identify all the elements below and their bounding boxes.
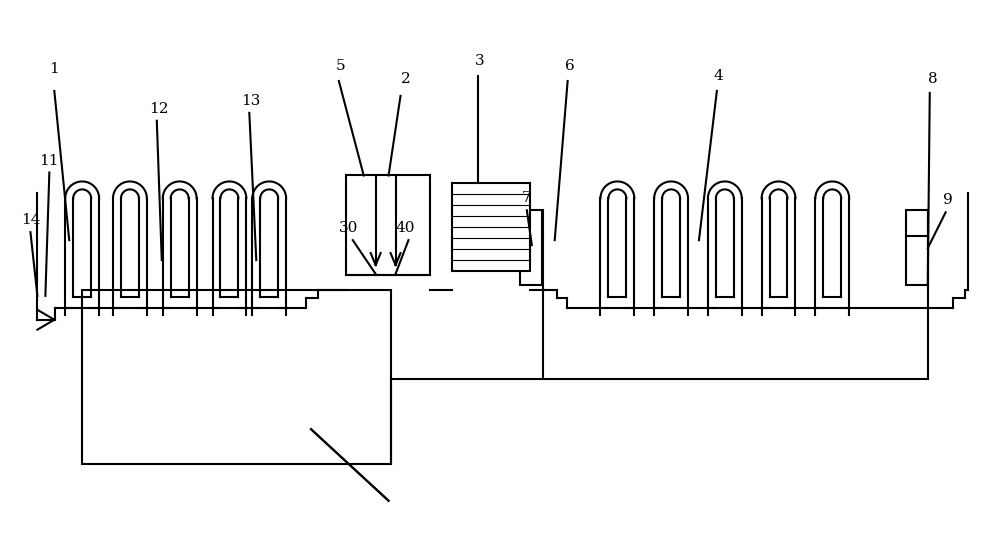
- Bar: [82, 290, 391, 464]
- Text: 2: 2: [401, 72, 410, 86]
- Text: 5: 5: [336, 59, 346, 73]
- Text: 8: 8: [928, 72, 938, 86]
- Text: 30: 30: [339, 221, 358, 235]
- Text: 7: 7: [522, 192, 532, 205]
- Text: 3: 3: [475, 54, 485, 68]
- Text: 40: 40: [396, 221, 415, 235]
- Bar: [452, 184, 530, 271]
- Text: 11: 11: [40, 154, 59, 167]
- Text: 1: 1: [49, 62, 59, 76]
- Text: 4: 4: [714, 69, 724, 83]
- Bar: [346, 175, 430, 275]
- Text: 14: 14: [21, 213, 40, 227]
- Bar: [906, 210, 928, 285]
- Text: 12: 12: [149, 102, 169, 116]
- Text: 13: 13: [242, 94, 261, 108]
- Text: 6: 6: [565, 59, 575, 73]
- Bar: [520, 210, 542, 285]
- Text: 9: 9: [943, 193, 953, 208]
